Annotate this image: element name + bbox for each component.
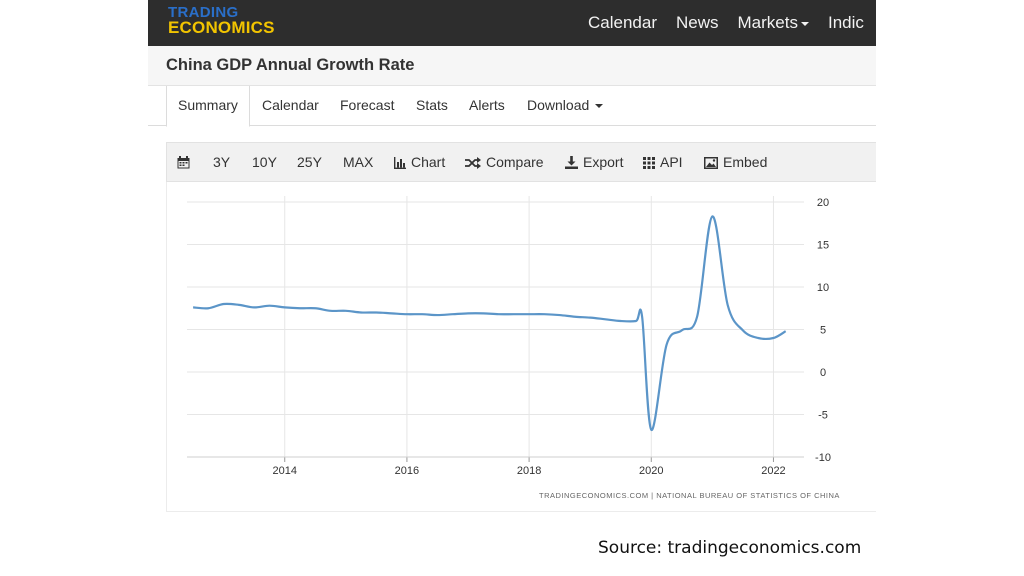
site-logo[interactable]: TRADING ECONOMICS (168, 4, 275, 37)
source-caption: Source: tradingeconomics.com (598, 538, 862, 558)
chart-type-label: Chart (411, 154, 446, 170)
export-button[interactable]: Export (565, 143, 623, 181)
compare-button[interactable]: Compare (465, 143, 544, 181)
embed-button[interactable]: Embed (704, 143, 767, 181)
calendar-icon[interactable] (177, 143, 195, 181)
range-max-button[interactable]: MAX (343, 154, 374, 170)
caret-down-icon (595, 104, 604, 109)
tab-bar: Summary Calendar Forecast Stats Alerts D… (148, 86, 876, 127)
x-tick-label: 2020 (639, 465, 663, 477)
api-button[interactable]: API (643, 143, 683, 181)
embed-label: Embed (723, 154, 768, 170)
chart-attribution: TRADINGECONOMICS.COM | NATIONAL BUREAU O… (539, 491, 840, 500)
export-label: Export (583, 154, 624, 170)
shuffle-icon (465, 157, 481, 169)
nav-news[interactable]: News (676, 13, 719, 32)
chart-area: -10 -5 0 5 10 15 20 2014 2016 2018 2020 2022 TRADIN… (166, 182, 876, 512)
y-tick-label: 5 (820, 325, 826, 337)
range-3y-button[interactable]: 3Y (213, 154, 231, 170)
compare-label: Compare (486, 154, 544, 170)
caret-down-icon (800, 21, 809, 26)
tab-summary[interactable]: Summary (166, 86, 250, 127)
nav-markets-label: Markets (737, 13, 798, 32)
y-tick-label: 0 (820, 367, 826, 379)
x-tick-label: 2014 (273, 465, 297, 477)
range-10y-button[interactable]: 10Y (252, 154, 277, 170)
y-tick-label: 15 (817, 240, 829, 252)
range-25y-button[interactable]: 25Y (297, 154, 322, 170)
gdp-line-chart[interactable]: -10 -5 0 5 10 15 20 2014 2016 2018 2020 2022 (167, 182, 876, 512)
nav-markets[interactable]: Markets (738, 13, 809, 33)
api-label: API (660, 154, 683, 170)
tab-download[interactable]: Download (527, 86, 604, 126)
x-tick-label: 2016 (395, 465, 419, 477)
tab-download-label: Download (527, 97, 590, 113)
image-icon (704, 157, 718, 169)
tab-stats[interactable]: Stats (416, 97, 448, 113)
y-tick-label: -10 (815, 452, 831, 464)
title-bar: China GDP Annual Growth Rate (148, 46, 876, 86)
y-tick-label: -5 (818, 410, 828, 422)
download-icon (565, 156, 578, 169)
logo-line-2: ECONOMICS (168, 18, 275, 37)
page-title: China GDP Annual Growth Rate (166, 56, 415, 74)
screenshot-panel: TRADING ECONOMICS Calendar News Markets … (148, 0, 876, 520)
nav-calendar[interactable]: Calendar (588, 13, 657, 32)
y-tick-label: 20 (817, 197, 829, 209)
gdp-growth-series-line[interactable] (193, 215, 787, 431)
tab-alerts[interactable]: Alerts (469, 97, 505, 113)
nav-links: Calendar News Markets Indic (588, 0, 876, 46)
nav-indicators[interactable]: Indic (827, 13, 864, 32)
logo-line-1: TRADING (168, 4, 239, 21)
chart-toolbar: 3Y 10Y 25Y MAX Chart Compare Export API … (166, 142, 876, 182)
tab-calendar[interactable]: Calendar (262, 97, 319, 113)
chart-type-button[interactable]: Chart (394, 143, 445, 181)
tab-forecast[interactable]: Forecast (340, 97, 395, 113)
x-tick-label: 2022 (761, 465, 785, 477)
top-navbar: TRADING ECONOMICS Calendar News Markets … (148, 0, 876, 46)
y-tick-label: 10 (817, 282, 829, 294)
grid-icon (643, 157, 655, 169)
x-tick-label: 2018 (517, 465, 541, 477)
bar-chart-icon (394, 157, 406, 169)
